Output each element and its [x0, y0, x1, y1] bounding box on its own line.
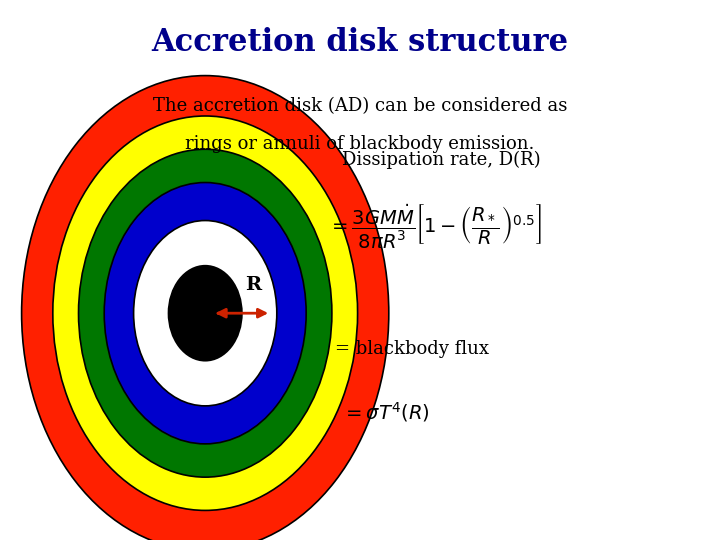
Text: = blackbody flux: = blackbody flux [335, 340, 489, 358]
Ellipse shape [134, 220, 276, 406]
Text: Dissipation rate, D(R): Dissipation rate, D(R) [342, 151, 541, 170]
Text: $= \dfrac{3GM\dot{M}}{8\pi R^3}\left[1-\left(\dfrac{R_*}{R}\right)^{0.5}\right]$: $= \dfrac{3GM\dot{M}}{8\pi R^3}\left[1-\… [328, 202, 541, 251]
Text: rings or annuli of blackbody emission.: rings or annuli of blackbody emission. [185, 135, 535, 153]
Text: R: R [246, 276, 261, 294]
Ellipse shape [104, 183, 306, 444]
Ellipse shape [53, 116, 358, 510]
Ellipse shape [78, 149, 332, 477]
Text: $= \sigma T^4(R)$: $= \sigma T^4(R)$ [342, 400, 430, 423]
Text: Accretion disk structure: Accretion disk structure [151, 27, 569, 58]
Text: The accretion disk (AD) can be considered as: The accretion disk (AD) can be considere… [153, 97, 567, 115]
Ellipse shape [22, 76, 389, 540]
Ellipse shape [168, 266, 242, 361]
